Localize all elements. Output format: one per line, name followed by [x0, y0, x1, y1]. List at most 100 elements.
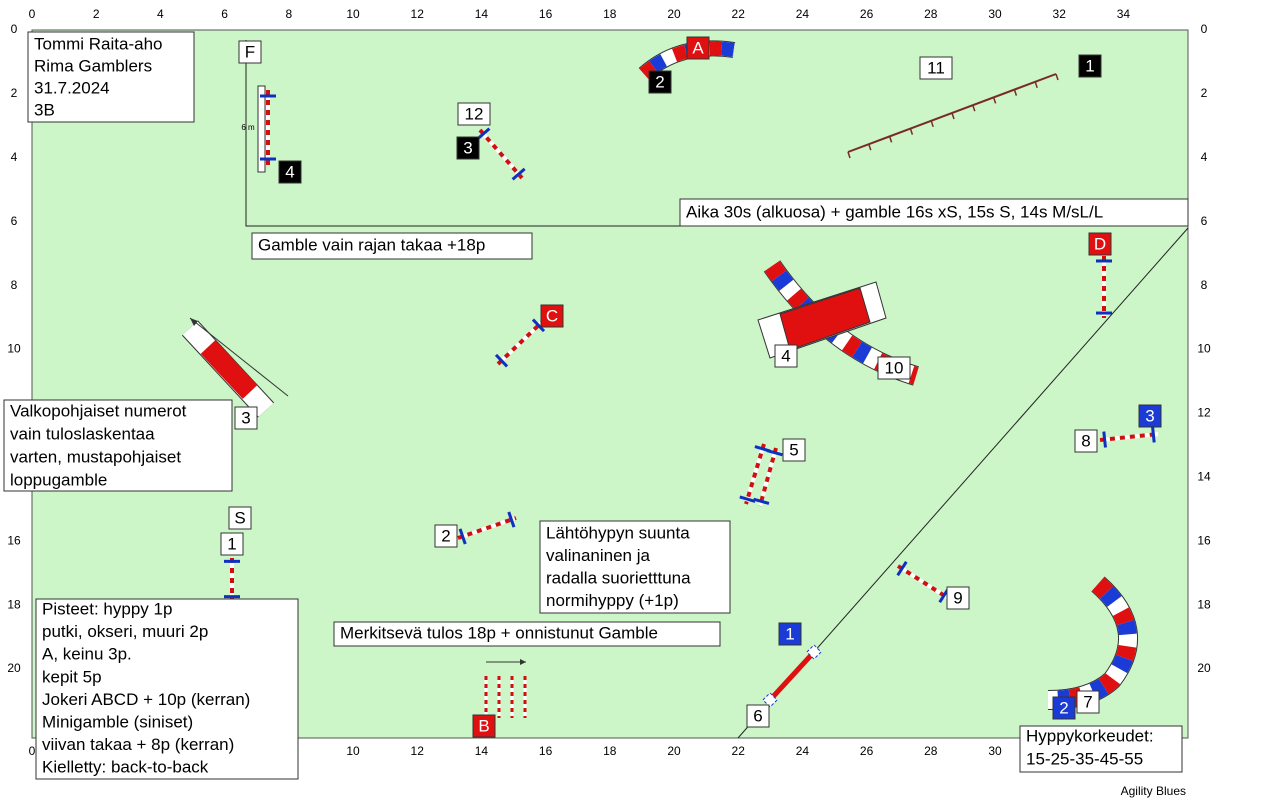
marker-label: 1 — [227, 534, 236, 553]
marker-label: S — [234, 508, 245, 527]
white-marker — [774, 344, 798, 368]
points-note-box — [35, 598, 299, 780]
marker-label: 9 — [953, 588, 962, 607]
jump-wing — [1151, 426, 1156, 443]
white-marker — [877, 356, 911, 380]
x-axis-label: 30 — [988, 744, 1002, 758]
white-marker — [919, 56, 953, 80]
blue-marker — [1138, 404, 1162, 428]
jump-wing — [806, 644, 822, 660]
long-jump-tick — [930, 120, 934, 128]
header: 31.7.2024 — [34, 78, 110, 97]
marker-label: 7 — [1083, 692, 1092, 711]
x-axis-label: 4 — [157, 7, 164, 21]
marker-label: B — [478, 716, 489, 735]
marker-label: 5 — [789, 440, 798, 459]
x-axis-label: 28 — [924, 7, 938, 21]
result-note-box — [333, 621, 721, 647]
y-axis-label: 6 — [1201, 214, 1208, 228]
marker-label: 2 — [441, 526, 450, 545]
numbers-note: Valkopohjaiset numerot — [10, 401, 187, 420]
jump-wing — [531, 318, 546, 333]
white-marker — [782, 438, 806, 462]
marker-label: 2 — [1059, 698, 1068, 717]
white-marker — [457, 102, 491, 126]
jump-wing — [494, 353, 509, 368]
jump-wing — [762, 692, 778, 708]
x-axis-label: 26 — [860, 7, 874, 21]
black-marker — [1078, 54, 1102, 78]
start-note-box — [539, 520, 731, 614]
points-note: Minigamble (siniset) — [42, 712, 193, 731]
white-marker — [238, 40, 262, 64]
jump-wing — [753, 497, 770, 505]
y-axis-label: 0 — [1201, 22, 1208, 36]
long-jump-tick — [1013, 89, 1018, 96]
header-box — [27, 31, 195, 123]
marker-label: 1 — [1085, 56, 1094, 75]
white-marker — [228, 506, 252, 530]
x-axis-label: 26 — [860, 744, 874, 758]
start-note: valinaninen ja — [546, 546, 651, 565]
white-marker — [234, 406, 258, 430]
white-marker — [946, 586, 970, 610]
points-note: Kielletty: back-to-back — [42, 758, 209, 777]
marker-label: 3 — [1145, 406, 1154, 425]
jump-wing — [458, 528, 467, 545]
points-note: A, keinu 3p. — [42, 645, 132, 664]
jump-wing — [511, 167, 526, 181]
black-marker — [456, 136, 480, 160]
y-axis-label: 14 — [1197, 469, 1211, 483]
marker-label: 2 — [655, 72, 664, 91]
x-axis-label: 10 — [346, 7, 360, 21]
y-axis-label: 4 — [1201, 150, 1208, 164]
jump-bar — [496, 320, 544, 366]
marker-label: 10 — [885, 358, 904, 377]
white-marker — [1074, 429, 1098, 453]
red-marker — [472, 714, 496, 738]
y-axis-label: 2 — [1201, 86, 1208, 100]
credit: Agility Blues — [1121, 784, 1186, 798]
x-axis-label: 20 — [667, 744, 681, 758]
red-marker — [1088, 232, 1112, 256]
direction-arrow — [520, 659, 526, 665]
x-axis-label: 18 — [603, 744, 617, 758]
jump-wing — [739, 495, 756, 503]
blue-marker — [1052, 696, 1076, 720]
header: Tommi Raita-aho — [34, 34, 163, 53]
x-axis-label: 14 — [475, 744, 489, 758]
jump-bar — [478, 128, 524, 180]
start-note: normihyppy (+1p) — [546, 591, 679, 610]
y-axis-label: 16 — [7, 533, 21, 547]
oxer — [779, 287, 871, 351]
time-note: Aika 30s (alkuosa) + gamble 16s xS, 15s … — [686, 202, 1103, 221]
long-jump-tick — [847, 151, 851, 159]
x-axis-label: 22 — [732, 744, 746, 758]
y-axis-label: 8 — [1201, 278, 1208, 292]
tunnel — [639, 41, 736, 80]
y-axis-label: 8 — [11, 278, 18, 292]
white-marker — [220, 532, 244, 556]
white-marker — [746, 704, 770, 728]
points-note: putki, okseri, muuri 2p — [42, 622, 208, 641]
jump-bar — [896, 564, 950, 600]
marker-label: 11 — [927, 58, 945, 77]
header: 3B — [34, 100, 55, 119]
gamble-note-box — [251, 232, 533, 260]
direction-arrow — [190, 318, 198, 326]
x-axis-label: 0 — [29, 744, 36, 758]
jump-bar — [768, 650, 816, 702]
heights-note-box — [1019, 725, 1183, 773]
marker-label: 4 — [285, 162, 294, 181]
long-jump-tick — [909, 128, 914, 135]
y-axis-label: 16 — [1197, 533, 1211, 547]
x-axis-label: 30 — [988, 7, 1002, 21]
x-axis-label: 24 — [796, 744, 810, 758]
x-axis-label: 32 — [1053, 7, 1067, 21]
long-jump-tick — [1055, 73, 1059, 81]
marker-label: 1 — [785, 624, 794, 643]
x-axis-label: 28 — [924, 744, 938, 758]
points-note: Jokeri ABCD + 10p (kerran) — [42, 690, 250, 709]
marker-label: 6 — [753, 706, 762, 725]
